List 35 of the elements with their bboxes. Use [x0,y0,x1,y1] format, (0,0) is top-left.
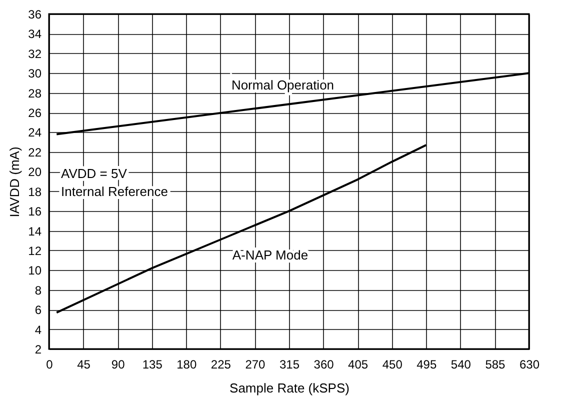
x-tick-label: 0 [46,358,54,372]
x-tick-label: 585 [485,358,506,372]
x-tick-label: 630 [519,358,540,372]
x-tick-label: 450 [382,358,403,372]
y-tick-label: 16 [28,204,42,219]
x-tick-label: 495 [416,358,437,372]
y-tick-label: 4 [34,322,42,337]
y-tick-label: 26 [28,106,42,120]
y-tick-label: 28 [28,86,42,100]
y-tick-label: 8 [34,283,42,298]
y-tick-label: 24 [28,126,42,140]
y-tick-label: 2 [34,342,42,356]
y-tick-label: 22 [28,145,42,160]
x-tick-label: 225 [210,358,232,372]
y-tick-label: 18 [28,184,42,199]
y-axis-title: IAVDD (mA) [7,146,22,218]
y-tick-label: 10 [28,264,42,278]
x-tick-label: 360 [314,358,334,372]
y-tick-label: 34 [28,27,42,42]
y-tick-label: 20 [28,165,42,180]
x-tick-label: 405 [348,358,368,372]
x-tick-label: 315 [279,358,300,372]
y-tick-label: 32 [28,46,42,61]
x-tick-label: 180 [176,358,197,372]
x-axis-title: Sample Rate (kSPS) [230,380,350,396]
x-tick-label: 45 [77,358,91,372]
y-tick-label: 36 [28,8,42,22]
y-tick-label: 14 [28,224,42,238]
x-tick-label: 90 [111,358,126,372]
x-tick-label: 540 [450,358,472,372]
y-tick-label: 6 [34,303,42,318]
x-tick-label: 135 [142,358,163,372]
x-tick-label: 270 [245,358,266,372]
y-tick-label: 12 [28,244,42,258]
y-tick-label: 30 [28,66,42,81]
